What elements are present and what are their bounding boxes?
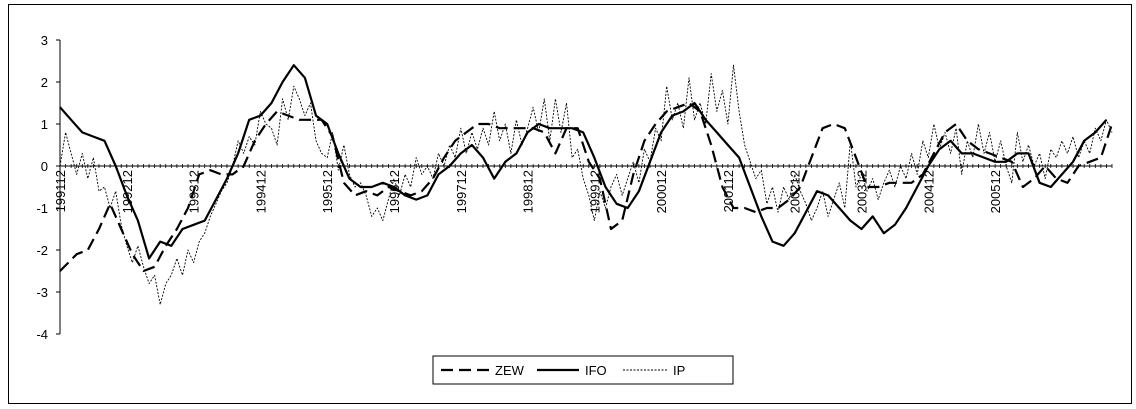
legend-label-ifo: IFO	[585, 363, 607, 378]
y-tick-label: 3	[41, 33, 48, 48]
legend-label-zew: ZEW	[495, 363, 525, 378]
x-tick-label: 200112	[721, 170, 736, 212]
y-tick-label: -1	[36, 201, 48, 216]
x-tick-label: 199612	[387, 170, 402, 213]
y-tick-label: -3	[36, 285, 48, 300]
x-tick-label: 200012	[654, 170, 669, 213]
y-tick-label: 1	[41, 117, 48, 132]
x-tick-label: 199112	[53, 170, 68, 212]
y-tick-label: 2	[41, 75, 48, 90]
x-tick-label: 199712	[454, 170, 469, 213]
series-line-ip	[59, 64, 1113, 306]
y-tick-label: -4	[36, 327, 48, 342]
x-tick-label: 200512	[988, 170, 1003, 213]
x-tick-label: 200412	[921, 170, 936, 213]
x-tick-label: 199812	[521, 170, 536, 213]
chart-frame	[8, 4, 1132, 404]
x-tick-label: 199912	[587, 170, 602, 213]
series-line-ifo	[59, 64, 1108, 260]
x-tick-label: 199412	[253, 170, 268, 213]
series-line-zew	[59, 101, 1114, 273]
x-tick-label: 199512	[320, 170, 335, 213]
legend-label-ip: IP	[673, 363, 685, 378]
y-tick-label: -2	[36, 243, 48, 258]
y-tick-label: 0	[41, 159, 48, 174]
